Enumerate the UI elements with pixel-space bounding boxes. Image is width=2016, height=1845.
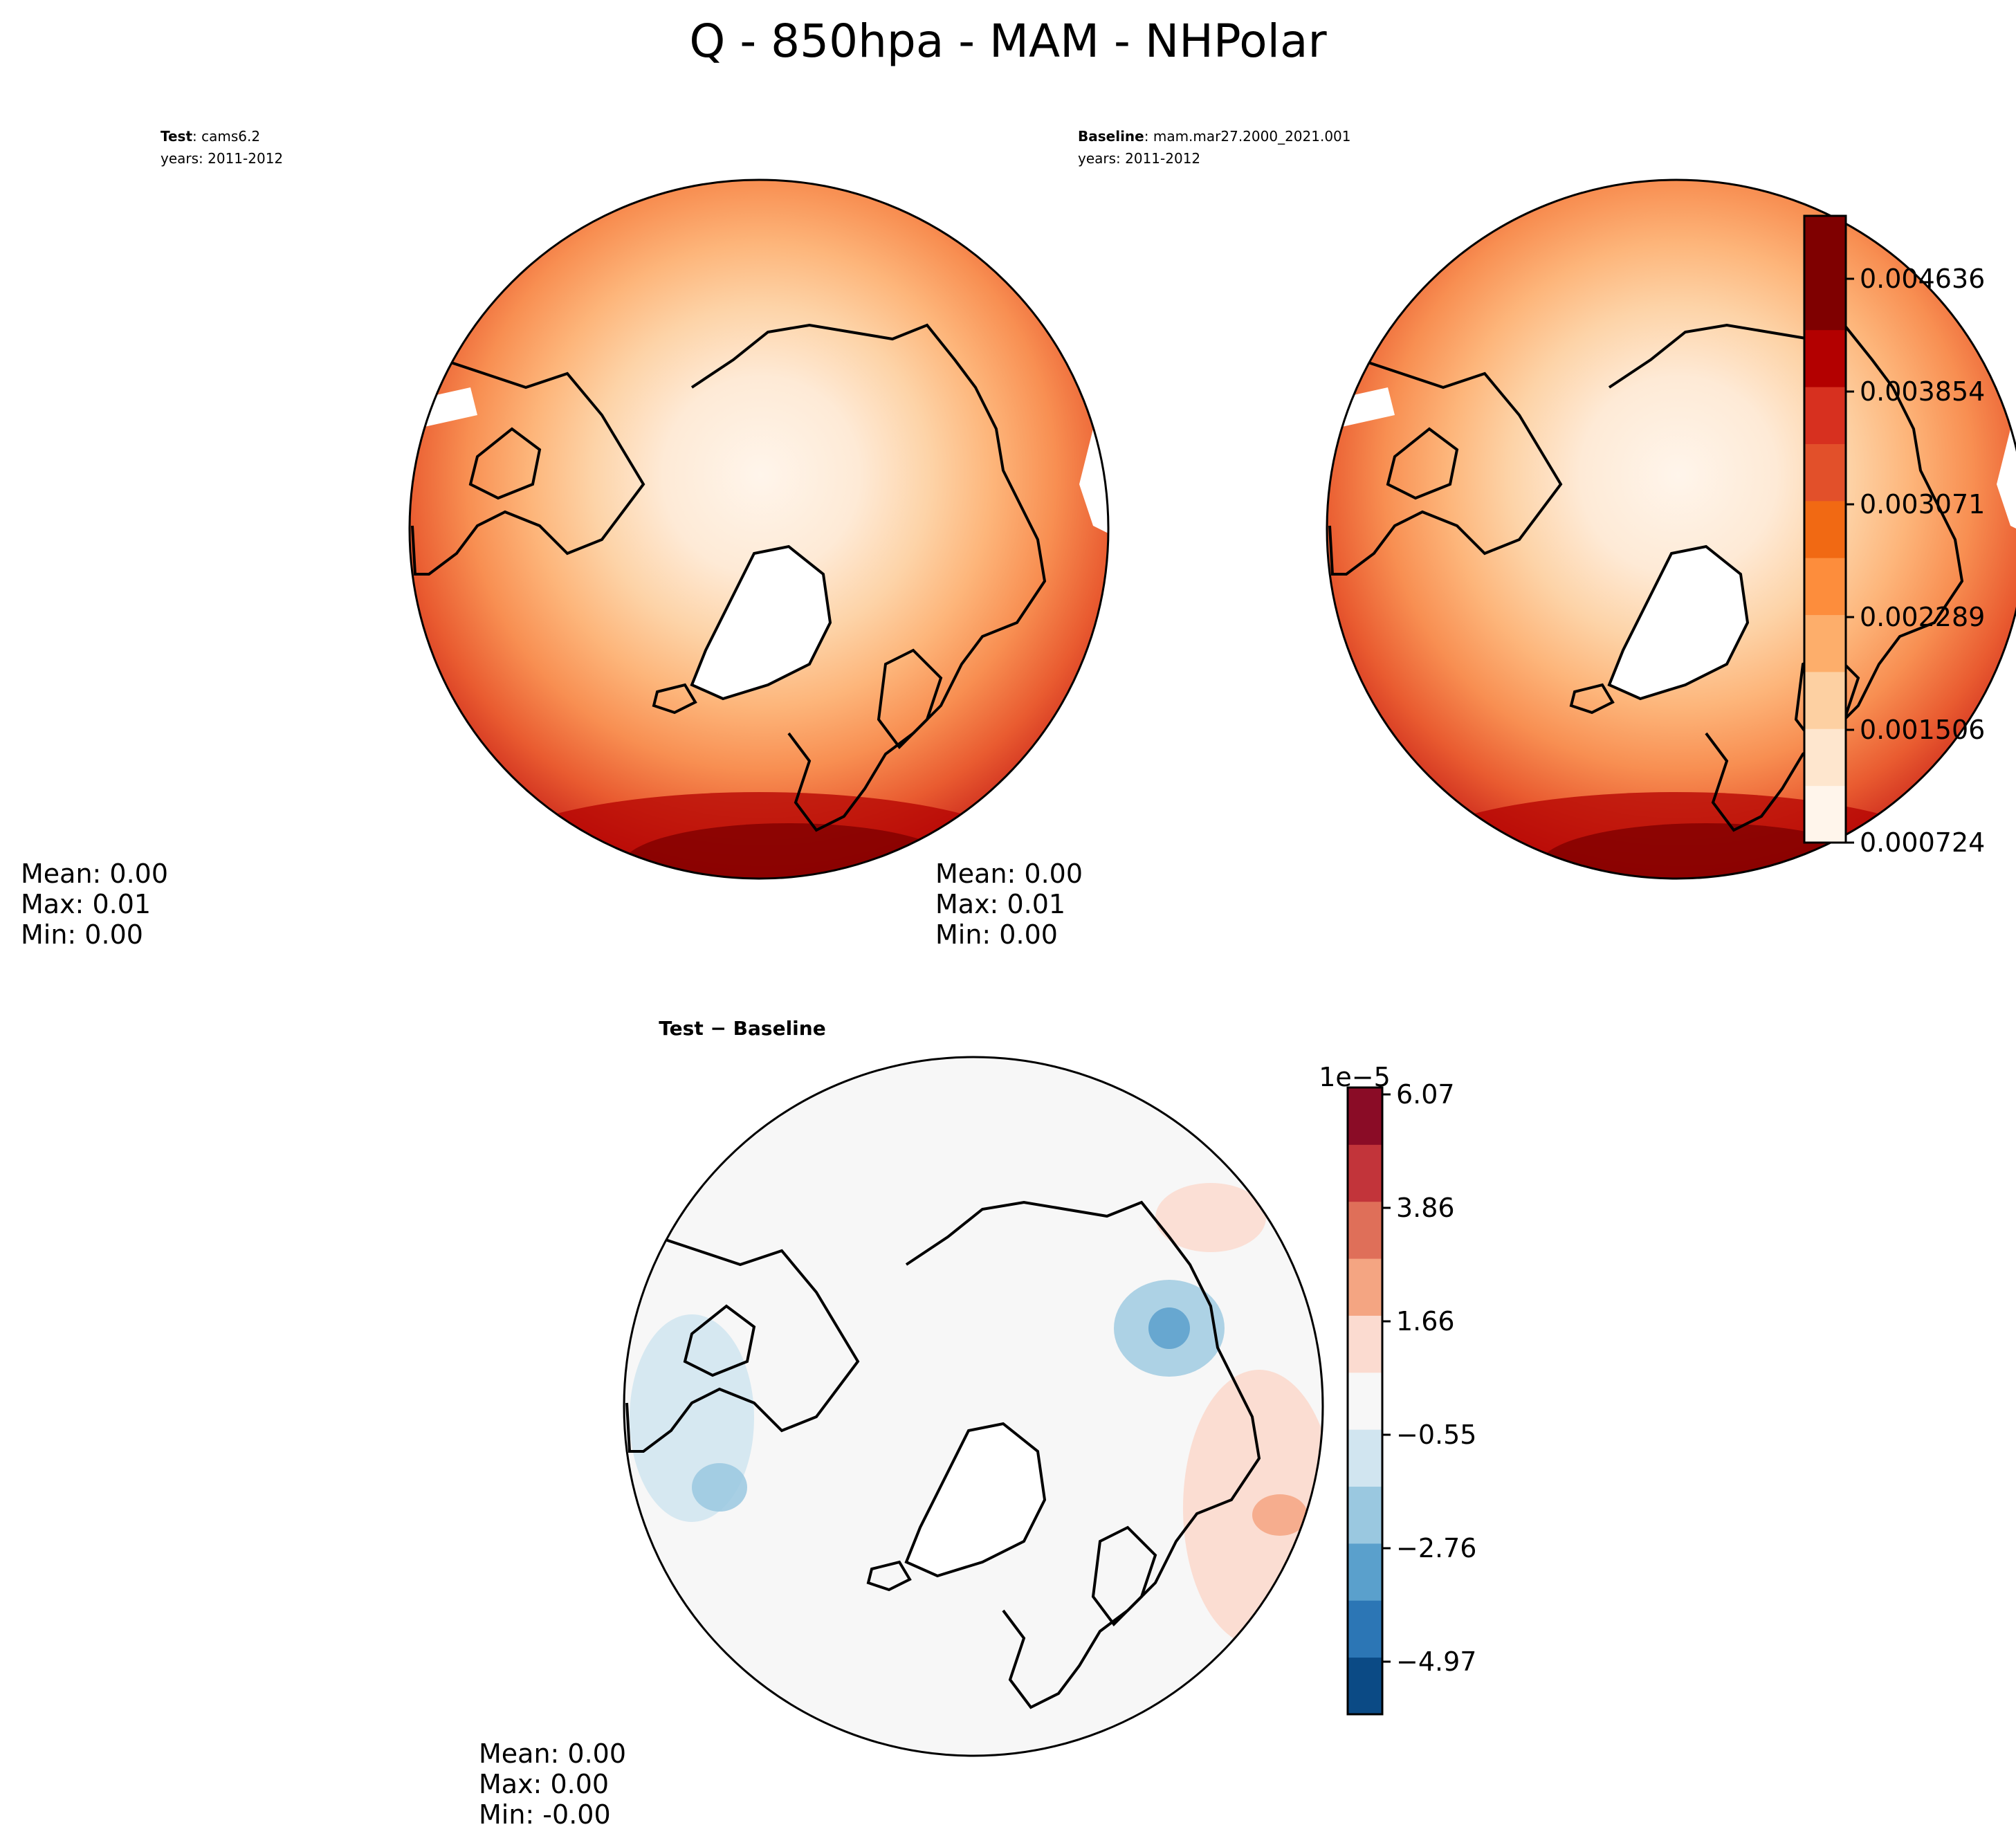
colorbar-main-swatch: [1804, 558, 1846, 616]
colorbar-main-swatch: [1804, 216, 1846, 273]
panel-test-label-bold: Test: [161, 128, 192, 145]
colorbar-main-swatch: [1804, 671, 1846, 729]
colorbar-main-tick-label: 0.004636: [1860, 264, 1985, 294]
map-diff-blue-west-core: [692, 1463, 747, 1512]
colorbar-diff-swatch: [1348, 1144, 1382, 1202]
map-diff-iceland: [866, 1560, 912, 1592]
map-baseline-band-max: [1540, 823, 1872, 879]
map-diff-border: [623, 1056, 1324, 1757]
colorbar-main-swatch: [1804, 273, 1846, 331]
map-test-band-max: [623, 823, 955, 879]
colorbar-diff-tick-label: −2.76: [1396, 1533, 1476, 1563]
colorbar-diff-swatch: [1348, 1087, 1382, 1145]
colorbar-main-swatch: [1804, 500, 1846, 558]
map-test-north-america: [411, 324, 645, 576]
map-baseline-eurasia: [1608, 323, 1964, 832]
map-baseline-border: [1326, 178, 2016, 880]
colorbar-diff-swatch: [1348, 1486, 1382, 1544]
map-baseline-hudson-bay: [1386, 427, 1459, 500]
map-baseline-iceland: [1569, 683, 1615, 715]
panel-baseline-years: years: 2011-2012: [1078, 150, 1200, 167]
map-baseline: [1327, 180, 2016, 879]
map-test-scandinavia: [877, 648, 943, 750]
colorbar-main-tick-label: 0.003854: [1860, 376, 1985, 407]
map-diff: [624, 1057, 1323, 1756]
panel-baseline-label: Baseline: mam.mar27.2000_2021.001: [1078, 128, 1351, 145]
map-diff-blue-east-core: [1148, 1307, 1190, 1349]
panel-test-min: Min: 0.00: [21, 919, 143, 950]
colorbar-diff-tick-label: 1.66: [1396, 1306, 1455, 1337]
map-baseline-north-america: [1328, 324, 1563, 576]
map-diff-hudson-bay: [683, 1304, 756, 1377]
colorbar-diff-tick-label: −4.97: [1396, 1646, 1476, 1677]
map-baseline-greenland: [1607, 544, 1750, 701]
map-test-field: [410, 180, 1108, 879]
colorbar-main-swatch: [1804, 329, 1846, 387]
map-diff-north-america: [625, 1201, 860, 1453]
map-diff-red-east-core: [1252, 1494, 1308, 1536]
map-diff-scandinavia: [1091, 1525, 1157, 1627]
map-diff-red-northeast: [1155, 1183, 1266, 1252]
map-test-missing-east: [1079, 429, 1108, 540]
map-test-eurasia: [690, 323, 1047, 832]
map-test: [410, 180, 1108, 879]
colorbar-diff-tick-label: 6.07: [1396, 1079, 1455, 1110]
colorbar-diff-swatch: [1348, 1543, 1382, 1601]
panel-diff-max: Max: 0.00: [479, 1769, 609, 1799]
panel-baseline-mean: Mean: 0.00: [935, 859, 1083, 889]
map-test-greenland: [690, 544, 832, 701]
colorbar-diff-tick-label: 3.86: [1396, 1193, 1455, 1223]
panel-baseline-label-rest: : mam.mar27.2000_2021.001: [1144, 128, 1351, 145]
map-test-iceland: [652, 683, 697, 715]
panel-test-label-rest: : cams6.2: [192, 128, 260, 145]
panel-diff-min: Min: -0.00: [479, 1799, 611, 1830]
map-test-hudson-bay: [468, 427, 542, 500]
colorbar-main-swatch: [1804, 785, 1846, 843]
colorbar-diff-swatch: [1348, 1600, 1382, 1658]
figure-title: Q - 850hpa - MAM - NHPolar: [689, 15, 1327, 68]
colorbar-main-tick-label: 0.002289: [1860, 602, 1985, 632]
colorbar-diff-swatch: [1348, 1657, 1382, 1715]
panel-baseline-label-bold: Baseline: [1078, 128, 1144, 145]
colorbar-diff-swatch: [1348, 1372, 1382, 1430]
map-test-border: [408, 178, 1110, 880]
panel-test-years: years: 2011-2012: [161, 150, 283, 167]
colorbar-diff-tick-label: −0.55: [1396, 1420, 1476, 1450]
panel-test-mean: Mean: 0.00: [21, 859, 168, 889]
colorbar-main-swatch: [1804, 387, 1846, 444]
panel-diff-label: Test − Baseline: [659, 1017, 825, 1040]
panel-baseline-min: Min: 0.00: [935, 919, 1058, 950]
colorbar-main-swatch: [1804, 614, 1846, 672]
colorbar-main-outline: [1803, 214, 1847, 844]
panel-test: Test: cams6.2 years: 2011-2012 Mean: 0.0…: [21, 128, 1110, 950]
panel-baseline: Baseline: mam.mar27.2000_2021.001 years:…: [935, 128, 2016, 950]
panel-diff: Test − Baseline Mean: 0.00 Max: 0.00 Min…: [479, 1017, 1324, 1830]
colorbar-diff-swatch: [1348, 1201, 1382, 1259]
colorbar-diff-multiplier: 1e−5: [1319, 1062, 1391, 1092]
panel-diff-mean: Mean: 0.00: [479, 1738, 626, 1769]
map-baseline-missing-east: [1997, 429, 2016, 540]
map-diff-eurasia: [905, 1200, 1261, 1709]
colorbar-main-swatch: [1804, 728, 1846, 787]
colorbar-main-tick-label: 0.000724: [1860, 827, 1985, 858]
colorbar-main-swatch: [1804, 443, 1846, 502]
panel-test-label: Test: cams6.2: [161, 128, 260, 145]
colorbar-diff: −4.97 −2.76 −0.55 1.66 3.86 6.07: [1346, 1079, 1476, 1716]
map-baseline-field: [1327, 180, 2016, 879]
panel-baseline-max: Max: 0.01: [935, 889, 1065, 919]
panel-test-max: Max: 0.01: [21, 889, 151, 919]
colorbar-main-tick-label: 0.003071: [1860, 489, 1985, 520]
map-diff-greenland: [904, 1422, 1047, 1578]
colorbar-main: 0.000724 0.001506 0.002289 0.003071 0.003854…: [1803, 214, 1985, 858]
colorbar-main-tick-label: 0.001506: [1860, 715, 1985, 745]
colorbar-diff-swatch: [1348, 1258, 1382, 1316]
colorbar-diff-swatch: [1348, 1429, 1382, 1487]
colorbar-diff-outline: [1346, 1086, 1384, 1716]
colorbar-diff-swatch: [1348, 1315, 1382, 1373]
